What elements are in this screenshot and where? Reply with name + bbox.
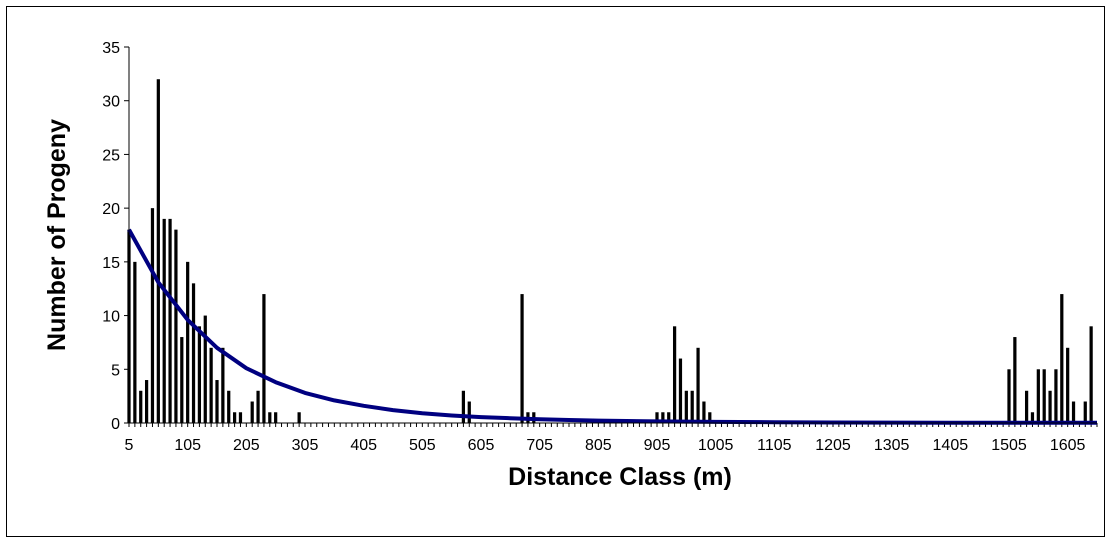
x-tick-label: 1305 (874, 437, 910, 454)
bar (672, 326, 677, 423)
x-tick-label: 505 (409, 437, 436, 454)
bar (1048, 390, 1052, 423)
x-tick-label: 1605 (1050, 437, 1086, 454)
x-axis-ticks: 5 105 205 305 405 505 605 705 805 905 1005 1105 1205… (125, 423, 1098, 454)
bar (268, 412, 272, 423)
bar (467, 401, 471, 423)
bar (690, 390, 694, 423)
bar (696, 347, 700, 423)
bar (1013, 337, 1017, 423)
y-tick-label: 30 (102, 94, 120, 111)
bar (1024, 390, 1029, 423)
bar-series (127, 79, 1093, 423)
bar (661, 412, 665, 423)
bar (1089, 326, 1093, 423)
bar (520, 294, 524, 423)
x-tick-label: 1505 (991, 437, 1027, 454)
bar (1042, 369, 1046, 423)
bar (174, 229, 178, 423)
bar (461, 390, 466, 423)
bar (180, 337, 184, 423)
bar (144, 380, 149, 423)
bar (250, 401, 254, 423)
bar (1066, 347, 1070, 423)
bar (203, 315, 207, 423)
x-tick-label: 1005 (698, 437, 734, 454)
bar (186, 261, 190, 423)
bar (1071, 401, 1076, 423)
fit-curve-series (127, 228, 1097, 425)
bar (133, 261, 137, 423)
y-tick-label: 25 (102, 147, 120, 164)
x-tick-label: 805 (585, 437, 612, 454)
bar (708, 412, 712, 423)
bar (262, 294, 266, 423)
bar (221, 347, 225, 423)
bar (227, 390, 231, 423)
bar (1030, 412, 1035, 423)
x-tick-label: 905 (644, 437, 671, 454)
bar (1054, 369, 1058, 423)
fit-curve-line (127, 228, 1097, 425)
bar (1036, 369, 1040, 423)
y-tick-label: 0 (111, 416, 120, 433)
x-axis-title: Distance Class (m) (508, 463, 732, 491)
bar (139, 390, 143, 423)
y-tick-label: 15 (102, 255, 120, 272)
bar (274, 412, 278, 423)
y-axis-title: Number of Progeny (43, 119, 71, 351)
x-tick-label: 705 (526, 437, 553, 454)
x-tick-label: 205 (233, 437, 260, 454)
bar (1007, 369, 1011, 423)
bar (162, 218, 166, 423)
bar (209, 347, 213, 423)
x-tick-label: 105 (174, 437, 201, 454)
x-tick-label: 305 (292, 437, 319, 454)
x-tick-label: 1405 (933, 437, 969, 454)
bar (1083, 401, 1087, 423)
x-tick-label: 5 (125, 437, 134, 454)
bar (191, 283, 196, 423)
y-tick-label: 10 (102, 309, 120, 326)
y-tick-label: 5 (111, 362, 120, 379)
bar (168, 218, 172, 423)
bar (1060, 294, 1064, 423)
x-tick-label: 1105 (757, 437, 792, 454)
bar (215, 380, 219, 423)
x-tick-label: 1205 (815, 437, 851, 454)
bar (667, 412, 671, 423)
x-tick-label: 605 (468, 437, 495, 454)
bar (232, 412, 237, 423)
y-tick-label: 35 (102, 40, 120, 57)
bar (702, 401, 706, 423)
x-tick-label: 405 (350, 437, 377, 454)
y-axis-ticks: 0 5 10 15 20 25 30 35 (102, 40, 129, 433)
bar (156, 79, 160, 423)
bar (684, 390, 688, 423)
bar (197, 326, 202, 423)
chart-frame (6, 6, 1105, 537)
bar (238, 412, 243, 423)
bar (297, 412, 301, 423)
bar (150, 208, 155, 423)
bar (256, 390, 260, 423)
y-tick-label: 20 (102, 201, 120, 218)
bar (655, 412, 659, 423)
bar (678, 358, 683, 423)
